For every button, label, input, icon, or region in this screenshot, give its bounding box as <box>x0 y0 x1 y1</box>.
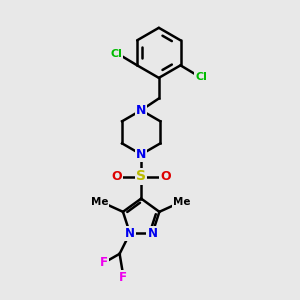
Text: Cl: Cl <box>195 72 207 82</box>
Text: Me: Me <box>173 197 191 207</box>
Text: S: S <box>136 169 146 184</box>
Text: O: O <box>111 170 122 183</box>
Text: N: N <box>136 148 146 161</box>
Text: N: N <box>147 227 158 240</box>
Text: Me: Me <box>91 197 108 207</box>
Text: F: F <box>118 271 127 284</box>
Text: Cl: Cl <box>111 49 122 58</box>
Text: N: N <box>125 227 135 240</box>
Text: F: F <box>100 256 108 269</box>
Text: N: N <box>136 104 146 117</box>
Text: O: O <box>160 170 171 183</box>
